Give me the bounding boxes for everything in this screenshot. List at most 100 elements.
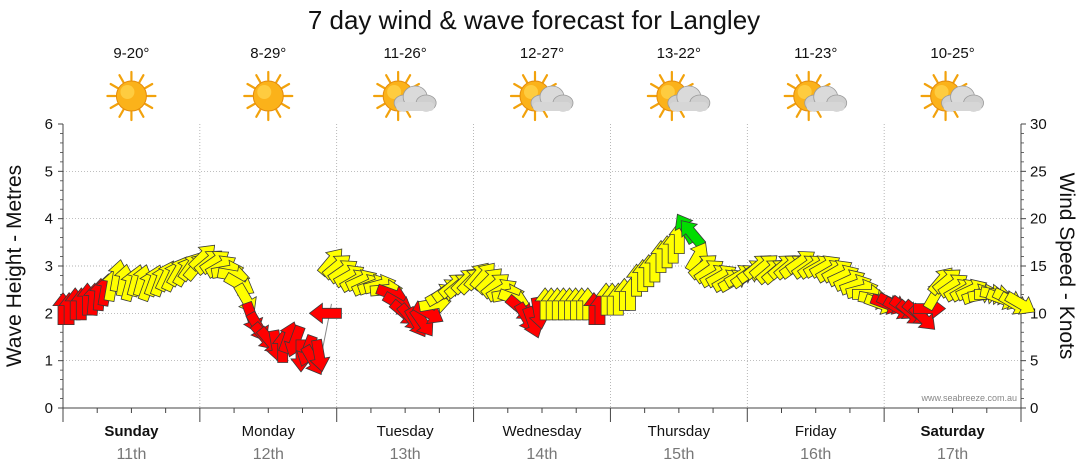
sun-icon [106,70,157,122]
day-name-label: Wednesday [503,423,582,440]
sun-cloud-icon [783,70,848,122]
sun-ray [815,74,822,84]
day-date-label: 14th [526,446,557,463]
wind-arrows-series [52,213,1036,376]
left-tick-label: 2 [45,305,53,322]
day-date-label: 15th [663,446,694,463]
sun-ray [521,108,529,118]
sun-ray [118,74,125,84]
sun-ray [385,74,392,84]
sun-ray [923,82,933,90]
right-tick-label: 5 [1030,353,1038,370]
left-tick-label: 6 [45,116,53,133]
cloud-base [669,102,708,111]
sun-highlight [797,85,812,99]
sun-ray [385,108,392,118]
sun-cloud-icon [373,70,437,122]
sun-cloud-icon [646,70,711,122]
left-tick-label: 0 [45,400,53,417]
day-labels: Sunday 11th Monday 12th Tuesday 13th Wednesday… [104,423,985,463]
sun-ray [138,108,145,118]
day-date-label: 11th [116,446,146,463]
cloud-base [533,102,571,111]
right-tick-label: 0 [1030,400,1038,417]
left-tick-label: 3 [45,258,53,275]
temperature-label: 9-20° [113,45,149,62]
cloud-base [943,102,982,111]
sun-rays [243,70,294,122]
day-name-label: Monday [242,423,296,440]
day-date-label: 17th [937,446,968,463]
sun-ray [275,108,282,118]
left-axis-label: Wave Height - Metres [3,165,26,367]
temperature-label: 11-26° [384,45,427,62]
sun-ray [952,74,959,84]
sun-cloud-icon [509,70,574,122]
sun-ray [144,82,154,90]
sun-highlight [387,85,402,99]
temperature-label: 10-25° [930,45,974,62]
sun-ray [932,108,939,118]
sun-highlight [257,85,272,99]
sun-rays [106,70,157,122]
sun-highlight [660,85,675,99]
sun-ray [795,74,802,84]
sun-highlight [524,85,538,99]
sun-ray [649,82,660,90]
sun-ray [405,74,412,84]
sun-ray [513,102,523,110]
right-tick-label: 15 [1030,258,1047,275]
right-tick-label: 30 [1030,116,1047,133]
day-name-label: Tuesday [377,423,434,440]
left-tick-label: 4 [45,211,53,228]
sun-ray [109,102,119,110]
day-date-label: 12th [253,446,284,463]
wind-arrow [309,338,331,373]
sun-ray [786,102,796,110]
sun-ray [541,74,549,84]
left-axis-ticks: 0 1 2 3 4 5 6 [45,116,63,417]
sun-ray [255,108,262,118]
left-tick-label: 1 [45,353,53,370]
temperature-label: 12-27° [520,45,564,62]
cloud-shape [804,85,848,112]
sun-ray [281,82,291,90]
sun-icon [243,70,294,122]
day-date-label: 16th [800,446,831,463]
cloud-shape [393,85,437,112]
sun-ray [109,82,119,90]
sun-ray [281,102,291,110]
temperature-label: 11-23° [794,45,837,62]
wind-arrow [1004,291,1036,315]
sun-ray [144,102,154,110]
day-name-label: Sunday [104,423,159,440]
sun-highlight [120,85,135,99]
cloud-shape [530,85,574,112]
cloud-base [806,102,845,111]
sun-ray [118,108,125,118]
sun-ray [786,82,796,90]
sun-ray [376,102,386,110]
sun-ray [255,74,262,84]
day-name-label: Saturday [920,423,985,440]
sun-ray [521,74,529,84]
sun-ray [658,74,665,84]
day-name-label: Friday [795,423,837,440]
sun-ray [678,74,685,84]
cloud-shape [941,85,984,112]
cloud-base [396,102,435,111]
right-axis-label: Wind Speed - Knots [1055,173,1078,360]
day-date-label: 13th [390,446,421,463]
daily-temperatures: 9-20° 8-29° 11-26° 12-27° 13-22° 11-23° 10-25° [113,45,974,62]
day-name-label: Thursday [648,423,711,440]
wind-arrow [308,302,342,325]
sun-ray [246,82,256,90]
sun-ray [932,74,939,84]
sun-ray [513,82,523,90]
sun-ray [923,102,933,110]
left-tick-label: 5 [45,163,53,180]
sun-ray [246,102,256,110]
temperature-label: 8-29° [250,45,286,62]
